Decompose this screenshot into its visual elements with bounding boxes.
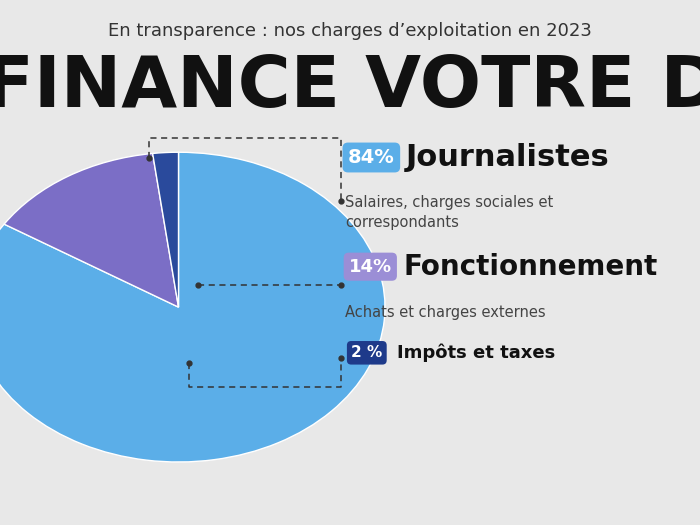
- Text: Salaires, charges sociales et
correspondants: Salaires, charges sociales et correspond…: [345, 195, 553, 230]
- Text: Journalistes: Journalistes: [406, 143, 610, 172]
- Text: 84%: 84%: [348, 148, 395, 167]
- Text: 14%: 14%: [349, 258, 392, 276]
- Text: 2 %: 2 %: [351, 345, 382, 360]
- Wedge shape: [0, 152, 385, 462]
- Text: Fonctionnement: Fonctionnement: [404, 253, 658, 281]
- Text: En transparence : nos charges d’exploitation en 2023: En transparence : nos charges d’exploita…: [108, 22, 592, 40]
- Text: Impôts et taxes: Impôts et taxes: [397, 343, 555, 362]
- Text: QUE FINANCE VOTRE DON ?: QUE FINANCE VOTRE DON ?: [0, 52, 700, 121]
- Text: Achats et charges externes: Achats et charges externes: [345, 304, 546, 320]
- Wedge shape: [153, 152, 178, 307]
- Wedge shape: [4, 153, 178, 307]
